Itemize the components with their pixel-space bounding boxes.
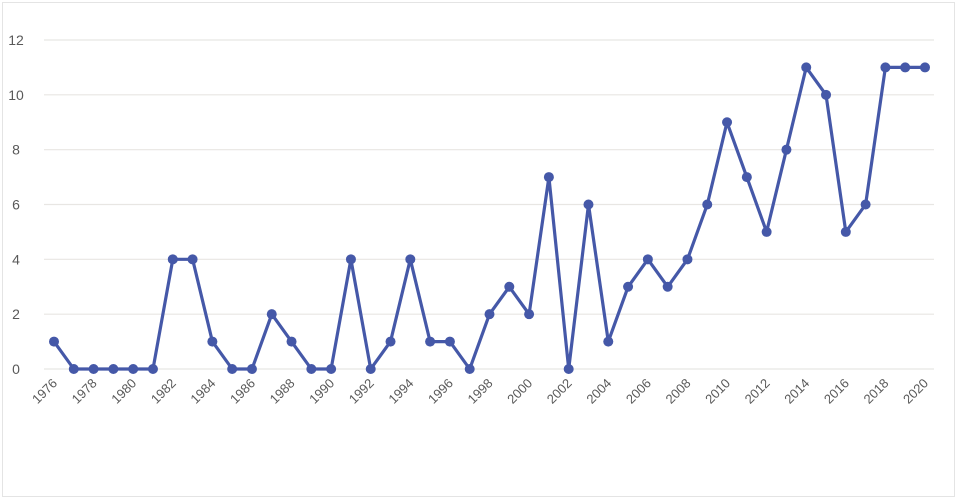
- data-point-marker: [464, 364, 475, 374]
- data-point-marker: [147, 364, 158, 374]
- data-point-marker: [761, 226, 772, 237]
- x-tick-label: 2004: [583, 376, 614, 407]
- series-line: [52, 65, 925, 371]
- gridlines: [44, 39, 934, 370]
- x-tick-label: 2012: [742, 376, 773, 407]
- data-point-marker: [385, 336, 396, 347]
- x-tick-label: 2000: [504, 376, 535, 407]
- data-point-marker: [49, 336, 59, 347]
- y-tick-label: 12: [8, 32, 24, 48]
- y-tick-label: 6: [12, 197, 20, 213]
- data-point-marker: [880, 62, 891, 73]
- data-point-marker: [662, 281, 673, 292]
- data-point-marker: [603, 336, 614, 347]
- data-point-marker: [187, 254, 198, 265]
- x-tick-label: 1980: [108, 376, 139, 407]
- data-point-marker: [920, 62, 930, 73]
- data-point-marker: [741, 172, 752, 183]
- data-point-marker: [682, 254, 693, 265]
- data-point-marker: [801, 62, 812, 73]
- data-point-marker: [781, 144, 792, 155]
- data-point-marker: [326, 364, 337, 374]
- x-tick-label: 2014: [781, 376, 812, 407]
- data-point-marker: [543, 172, 554, 183]
- data-point-marker: [524, 309, 535, 320]
- data-point-marker: [623, 281, 634, 292]
- data-point-marker: [207, 336, 218, 347]
- data-point-marker: [88, 364, 99, 374]
- data-point-marker: [840, 226, 851, 237]
- data-point-marker: [583, 199, 594, 210]
- x-tick-label: 1996: [425, 376, 456, 407]
- data-point-marker: [860, 199, 871, 210]
- data-point-marker: [266, 309, 277, 320]
- y-tick-label: 0: [12, 361, 20, 377]
- x-tick-label: 1992: [346, 376, 377, 407]
- data-point-marker: [306, 364, 317, 374]
- x-tick-label: 1998: [465, 376, 496, 407]
- x-tick-label: 1986: [227, 376, 258, 407]
- data-point-marker: [444, 336, 455, 347]
- x-tick-label: 1990: [306, 376, 337, 407]
- x-tick-label: 2008: [663, 376, 694, 407]
- data-point-marker: [128, 364, 139, 374]
- data-point-marker: [246, 364, 257, 374]
- x-tick-label: 2002: [544, 376, 575, 407]
- x-axis-labels: 1976 1978 1980 1982 1984 1986 1988 1990 1992 1994…: [29, 376, 931, 407]
- x-tick-label: 1976: [29, 376, 60, 407]
- data-point-marker: [68, 364, 79, 374]
- x-tick-label: 1988: [267, 376, 298, 407]
- x-tick-label: 2018: [860, 376, 891, 407]
- x-tick-label: 1982: [148, 376, 179, 407]
- data-point-marker: [405, 254, 416, 265]
- data-point-marker: [167, 254, 178, 265]
- y-axis-labels: 0 2 4 6 8 10 12: [8, 32, 24, 377]
- data-point-marker: [900, 62, 911, 73]
- y-tick-label: 4: [12, 251, 20, 267]
- data-point-marker: [722, 117, 733, 128]
- data-point-marker: [702, 199, 713, 210]
- data-point-marker: [227, 364, 238, 374]
- x-tick-label: 1994: [385, 376, 416, 407]
- data-point-marker: [286, 336, 297, 347]
- y-tick-label: 8: [12, 142, 20, 158]
- x-tick-label: 1984: [187, 376, 218, 407]
- data-point-marker: [425, 336, 436, 347]
- data-series: [49, 62, 930, 374]
- data-point-marker: [821, 89, 832, 100]
- data-point-marker: [345, 254, 356, 265]
- data-point-marker: [108, 364, 119, 374]
- y-tick-label: 10: [8, 87, 24, 103]
- x-tick-label: 1978: [69, 376, 100, 407]
- data-point-marker: [484, 309, 495, 320]
- data-point-marker: [365, 364, 376, 374]
- x-tick-label: 2016: [821, 376, 852, 407]
- x-tick-label: 2006: [623, 376, 654, 407]
- data-point-marker: [642, 254, 653, 265]
- data-point-marker: [504, 281, 515, 292]
- x-tick-label: 2010: [702, 376, 733, 407]
- x-tick-label: 2020: [900, 376, 931, 407]
- data-point-marker: [563, 364, 574, 374]
- y-tick-label: 2: [12, 306, 20, 322]
